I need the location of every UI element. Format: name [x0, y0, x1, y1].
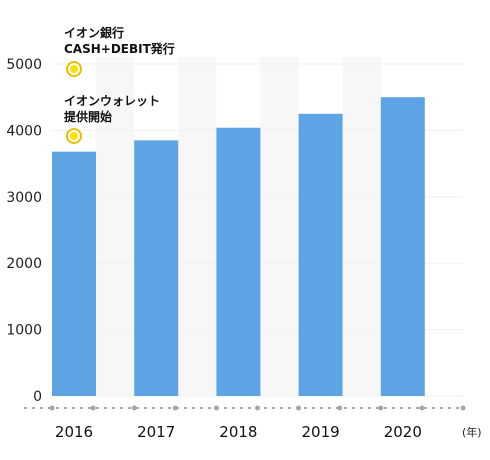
x-axis-dot: [337, 405, 343, 411]
x-axis-dot: [131, 405, 137, 411]
x-axis-dot: [213, 405, 219, 411]
x-axis-dot: [90, 405, 96, 411]
x-axis-dot: [296, 405, 302, 411]
x-tick-label: 2018: [219, 423, 257, 441]
annotation-line: イオンウォレット: [64, 94, 161, 108]
x-axis-unit: (年): [462, 425, 482, 439]
background-bands: [96, 57, 381, 396]
annotation-marker-dot: [70, 65, 78, 73]
y-tick-label: 3000: [6, 190, 42, 206]
background-band: [260, 57, 299, 396]
y-tick-label: 4000: [6, 123, 42, 139]
x-tick-label: 2020: [384, 423, 422, 441]
x-tick-label: 2019: [302, 423, 340, 441]
bar-2016: [52, 151, 96, 396]
annotation-markers: [66, 61, 82, 144]
x-tick-label: 2017: [137, 423, 175, 441]
annotation-line: イオン銀行: [64, 26, 125, 40]
background-band: [178, 57, 217, 396]
x-axis-dot: [255, 405, 260, 411]
x-axis-ticks: 2016 2017 2018 2019 2020: [55, 423, 422, 441]
annotation-aeon-wallet: イオンウォレット 提供開始: [64, 93, 160, 125]
y-tick-label: 5000: [6, 57, 42, 73]
y-tick-label: 1000: [6, 323, 42, 339]
x-tick-label: 2016: [55, 423, 93, 441]
x-axis-dot: [419, 405, 425, 411]
annotation-aeon-bank: イオン銀行 CASH+DEBIT発行: [64, 25, 175, 57]
bar-2018: [216, 127, 261, 396]
x-axis-dot: [378, 405, 384, 411]
annotation-line: 提供開始: [64, 110, 113, 124]
y-tick-label: 2000: [6, 256, 42, 272]
annotation-line: CASH+DEBIT発行: [64, 42, 175, 56]
bar-2020: [380, 97, 425, 396]
bar-2017: [134, 140, 179, 396]
x-axis-dot: [49, 405, 55, 411]
bar-2019: [298, 113, 343, 397]
x-axis-dot: [172, 405, 178, 411]
bars: [52, 97, 425, 397]
y-tick-label: 0: [33, 389, 42, 405]
x-axis-dot: [460, 405, 466, 411]
background-band: [342, 57, 381, 396]
x-axis: [24, 405, 466, 411]
background-band: [96, 57, 135, 396]
annotation-marker-dot: [70, 132, 78, 140]
y-axis-ticks: 0 1000 2000 3000 4000 5000: [6, 57, 42, 405]
